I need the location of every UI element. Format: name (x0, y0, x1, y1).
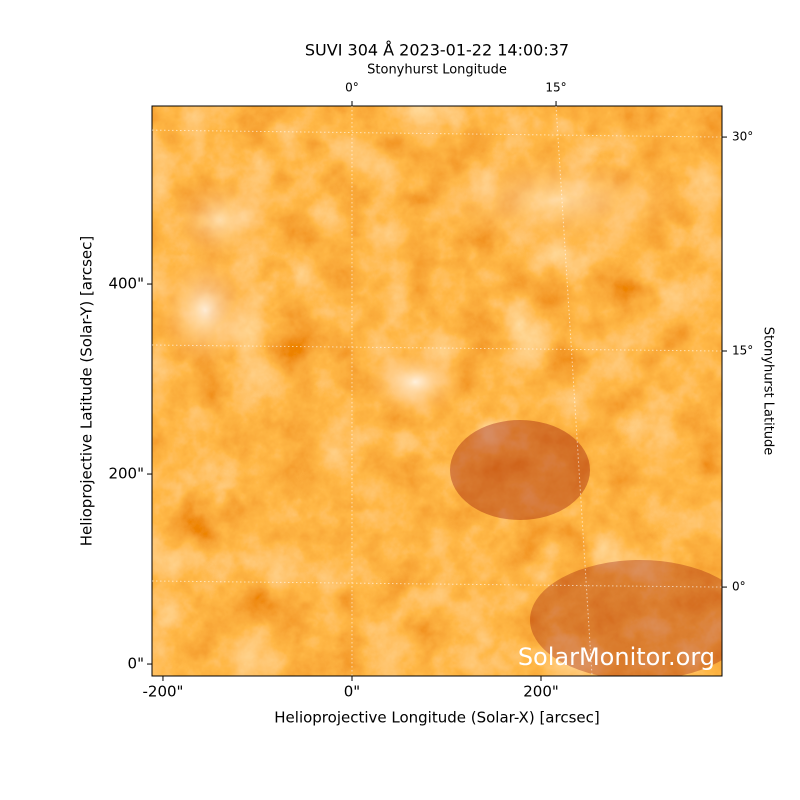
right-axis-label: Stonyhurst Latitude (761, 327, 776, 456)
right-tick-label: 30° (732, 130, 753, 144)
top-axis-label: Stonyhurst Longitude (367, 63, 507, 78)
plot-frame (151, 105, 723, 677)
watermark: SolarMonitor.org (518, 643, 715, 671)
x-tick-label: 200" (523, 683, 559, 701)
y-axis-label: Helioprojective Latitude (Solar-Y) [arcs… (78, 236, 96, 546)
lat-grid-line (151, 580, 723, 588)
top-tick-label: 0° (345, 81, 359, 95)
y-tick-label: 0" (128, 655, 144, 673)
right-tick-label: 0° (732, 580, 746, 594)
top-tick-label: 15° (545, 81, 566, 95)
y-tick-label: 400" (108, 275, 144, 293)
y-tick-label: 200" (108, 465, 144, 483)
x-tick-label: 0" (344, 683, 360, 701)
solar-image (152, 106, 722, 676)
x-tick-label: -200" (142, 683, 183, 701)
chart-title: SUVI 304 Å 2023-01-22 14:00:37 (305, 41, 569, 60)
lat-grid-line (151, 344, 723, 352)
right-tick-label: 15° (732, 344, 753, 358)
lat-grid-line (151, 129, 723, 138)
x-axis-label: Helioprojective Longitude (Solar-X) [arc… (274, 709, 599, 727)
